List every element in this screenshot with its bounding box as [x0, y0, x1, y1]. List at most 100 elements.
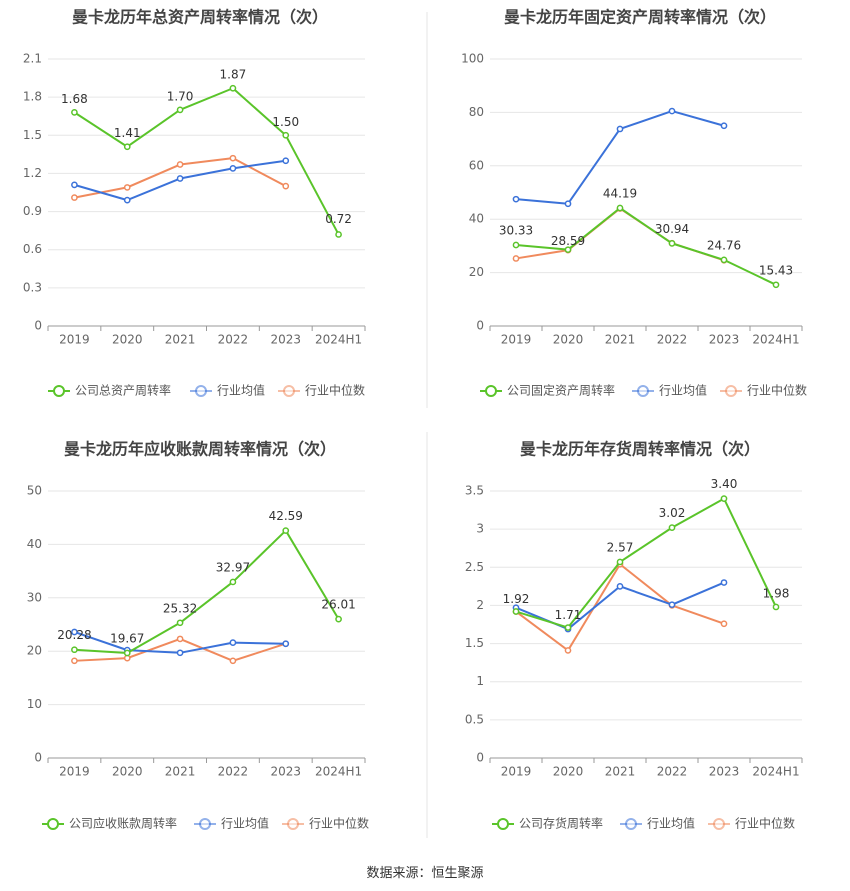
legend-label: 行业中位数 — [305, 383, 365, 398]
x-tick-label: 2022 — [218, 765, 249, 779]
data-label: 1.50 — [272, 115, 299, 129]
series-point-3 — [71, 194, 78, 201]
x-tick-label: 2022 — [657, 333, 688, 347]
y-tick-label: 3 — [476, 522, 484, 536]
chart-3: 曼卡龙历年应收账款周转率情况（次） 0 10 20 30 40 50 2019 2020 2021… — [27, 440, 369, 831]
series-point-1 — [176, 619, 184, 627]
series-point-2 — [71, 628, 78, 636]
data-label: 1.98 — [763, 586, 790, 600]
y-tick-label: 0.3 — [23, 280, 42, 294]
data-label: 28.59 — [551, 234, 585, 248]
series-point-2 — [229, 639, 237, 647]
series-point-1 — [335, 615, 342, 623]
x-tick-label: 2023 — [709, 765, 740, 779]
series-point-2 — [720, 122, 728, 130]
legend-swatch-marker — [713, 818, 725, 830]
series-point-3 — [282, 182, 290, 190]
y-tick-label: 10 — [27, 697, 42, 711]
data-source-label: 数据来源：恒生聚源 — [366, 866, 484, 881]
y-tick-label: 0 — [34, 319, 42, 333]
series-point-3 — [720, 620, 728, 628]
legend-label: 行业中位数 — [735, 816, 795, 831]
data-label: 32.97 — [216, 560, 250, 574]
series-point-2 — [616, 125, 624, 133]
x-tick-label: 2020 — [553, 765, 584, 779]
data-label: 0.72 — [325, 212, 352, 226]
series-point-1 — [616, 204, 624, 212]
y-tick-label: 0 — [476, 751, 484, 765]
y-tick-label: 100 — [461, 52, 484, 66]
x-tick-label: 2019 — [59, 765, 90, 779]
legend-swatch-marker — [497, 818, 509, 830]
series-point-1 — [176, 106, 184, 114]
y-tick-label: 20 — [27, 644, 42, 658]
legend-swatch-marker — [637, 385, 649, 397]
x-tick-label: 2023 — [709, 333, 740, 347]
legend-item-1: 公司固定资产周转率 — [480, 383, 615, 398]
x-tick-label: 2019 — [501, 333, 532, 347]
y-tick-label: 30 — [27, 590, 42, 604]
data-label: 1.87 — [220, 68, 247, 82]
legend-item-3: 行业中位数 — [278, 383, 365, 398]
legend-item-1: 公司总资产周转率 — [48, 383, 171, 398]
data-label: 1.41 — [114, 126, 141, 140]
series-point-1 — [616, 558, 624, 566]
series-point-1 — [282, 131, 290, 139]
series-point-1 — [668, 240, 676, 247]
legend-label: 公司总资产周转率 — [75, 383, 171, 398]
data-label: 26.01 — [321, 598, 355, 612]
data-label: 42.59 — [269, 509, 303, 523]
legend-item-1: 公司存货周转率 — [492, 816, 603, 831]
data-label: 30.33 — [499, 224, 533, 238]
y-tick-label: 1.5 — [23, 128, 42, 142]
legend-swatch-marker — [625, 818, 637, 830]
series-point-2 — [229, 164, 237, 172]
series-point-3 — [564, 647, 572, 654]
data-label: 25.32 — [163, 601, 197, 615]
data-label: 1.92 — [503, 592, 530, 606]
chart-2: 曼卡龙历年固定资产周转率情况（次） 0 20 40 60 80 100 2019 2020 202… — [461, 8, 807, 398]
series-point-3 — [512, 255, 520, 262]
y-tick-label: 1.2 — [23, 166, 42, 180]
x-tick-label: 2024H1 — [752, 765, 799, 779]
legend-label: 公司固定资产周转率 — [507, 383, 615, 398]
y-tick-label: 0.6 — [23, 242, 42, 256]
series-point-2 — [282, 640, 290, 648]
legend-item-2: 行业均值 — [620, 816, 695, 831]
series-point-2 — [282, 157, 290, 165]
series-point-3 — [176, 635, 184, 643]
y-tick-label: 3.5 — [465, 484, 484, 498]
y-tick-label: 0.9 — [23, 204, 42, 218]
series-point-2 — [71, 181, 78, 189]
x-tick-label: 2019 — [59, 333, 90, 347]
series-point-1 — [335, 231, 342, 238]
legend-item-2: 行业均值 — [194, 816, 269, 831]
x-tick-label: 2024H1 — [752, 333, 799, 347]
series-point-2 — [176, 649, 184, 657]
series-point-2 — [123, 196, 131, 204]
y-tick-label: 20 — [469, 265, 484, 279]
series-point-2 — [720, 579, 728, 586]
data-label: 44.19 — [603, 187, 637, 201]
legend-swatch-marker — [195, 385, 207, 397]
data-label: 30.94 — [655, 222, 689, 236]
legend-label: 行业均值 — [659, 383, 707, 398]
legend-label: 行业中位数 — [309, 816, 369, 831]
data-label: 3.40 — [711, 477, 738, 491]
series-point-1 — [564, 246, 572, 254]
series-point-2 — [512, 195, 520, 203]
x-tick-label: 2021 — [605, 333, 636, 347]
chart-title: 曼卡龙历年总资产周转率情况（次） — [72, 8, 328, 27]
series-line-1 — [73, 87, 340, 235]
legend-label: 行业均值 — [217, 383, 265, 398]
y-tick-label: 1.5 — [465, 636, 484, 650]
y-tick-label: 80 — [469, 105, 484, 119]
legend-label: 行业均值 — [647, 816, 695, 831]
legend-item-3: 行业中位数 — [708, 816, 795, 831]
legend-swatch-marker — [283, 385, 295, 397]
series-point-2 — [564, 200, 572, 208]
x-tick-label: 2020 — [112, 333, 143, 347]
legend-item-1: 公司应收账款周转率 — [42, 816, 177, 831]
legend-swatch-marker — [725, 385, 737, 397]
series-point-1 — [512, 608, 520, 615]
